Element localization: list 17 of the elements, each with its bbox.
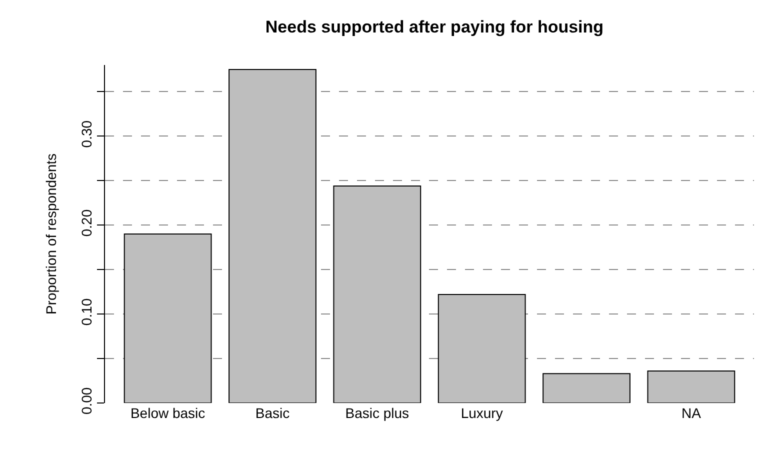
x-tick-label: Below basic <box>130 405 206 421</box>
chart-title: Needs supported after paying for housing <box>265 18 604 37</box>
bar <box>333 185 422 403</box>
y-axis-title: Proportion of respondents <box>43 153 59 315</box>
y-tick-label: 0.00 <box>78 387 94 415</box>
bar <box>647 370 736 403</box>
bar <box>228 68 316 403</box>
y-tick-label: 0.10 <box>78 298 94 326</box>
bar <box>438 294 526 403</box>
bar <box>124 234 212 403</box>
bar <box>542 373 630 403</box>
y-tick-label: 0.30 <box>78 120 94 148</box>
y-tick-label: 0.20 <box>78 209 94 237</box>
x-tick-label: Luxury <box>460 405 503 421</box>
x-tick-label: NA <box>681 405 702 421</box>
x-tick-label: Basic plus <box>345 405 410 421</box>
x-tick-label: Basic <box>255 405 290 421</box>
